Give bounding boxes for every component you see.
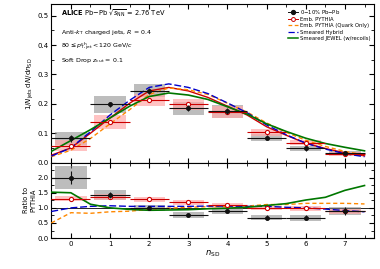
Bar [329, 209, 361, 214]
Bar [329, 207, 361, 215]
Bar [251, 129, 282, 136]
Bar [329, 152, 361, 156]
Bar [133, 205, 165, 211]
Bar [212, 208, 243, 214]
Bar [55, 166, 87, 189]
Bar [290, 146, 321, 151]
Bar [94, 190, 126, 200]
Bar [55, 196, 87, 201]
Bar [94, 115, 126, 129]
Bar [94, 96, 126, 113]
Bar [290, 214, 321, 221]
Bar [133, 84, 165, 97]
Bar [133, 94, 165, 106]
Bar [212, 203, 243, 208]
Bar [55, 132, 87, 145]
Bar [173, 102, 204, 115]
Bar [251, 215, 282, 220]
Bar [173, 200, 204, 205]
Y-axis label: $1/N_{\rm jets}\; {\rm d}N/{\rm d}n_{\rm SD}$: $1/N_{\rm jets}\; {\rm d}N/{\rm d}n_{\rm… [24, 57, 36, 109]
Bar [133, 197, 165, 202]
X-axis label: $n_{\rm SD}$: $n_{\rm SD}$ [205, 248, 220, 259]
Bar [173, 212, 204, 218]
Bar [251, 134, 282, 141]
Bar [94, 194, 126, 200]
Bar [212, 105, 243, 118]
Text: $\bf{ALICE}$ Pb$-$Pb $\sqrt{s_{\rm NN}}$ = 2.76 TeV: $\bf{ALICE}$ Pb$-$Pb $\sqrt{s_{\rm NN}}$… [61, 7, 166, 19]
Bar [290, 206, 321, 211]
Bar [329, 151, 361, 155]
Bar [55, 140, 87, 151]
Bar [173, 98, 204, 110]
Bar [251, 206, 282, 210]
Y-axis label: Ratio to
PYTHIA: Ratio to PYTHIA [23, 187, 36, 213]
Text: Anti-$k_{\rm T}$ charged jets, $R$ = 0.4
$80 \leq p_{\rm T,jet}^{\rm ch} < 120$ : Anti-$k_{\rm T}$ charged jets, $R$ = 0.4… [61, 28, 152, 65]
Bar [212, 106, 243, 118]
Legend: 0$-$10% Pb$-$Pb, Emb. PYTHIA, Emb. PYTHIA (Quark Only), Smeared Hybrid, Smeared : 0$-$10% Pb$-$Pb, Emb. PYTHIA, Emb. PYTHI… [287, 7, 372, 42]
Bar [290, 140, 321, 145]
